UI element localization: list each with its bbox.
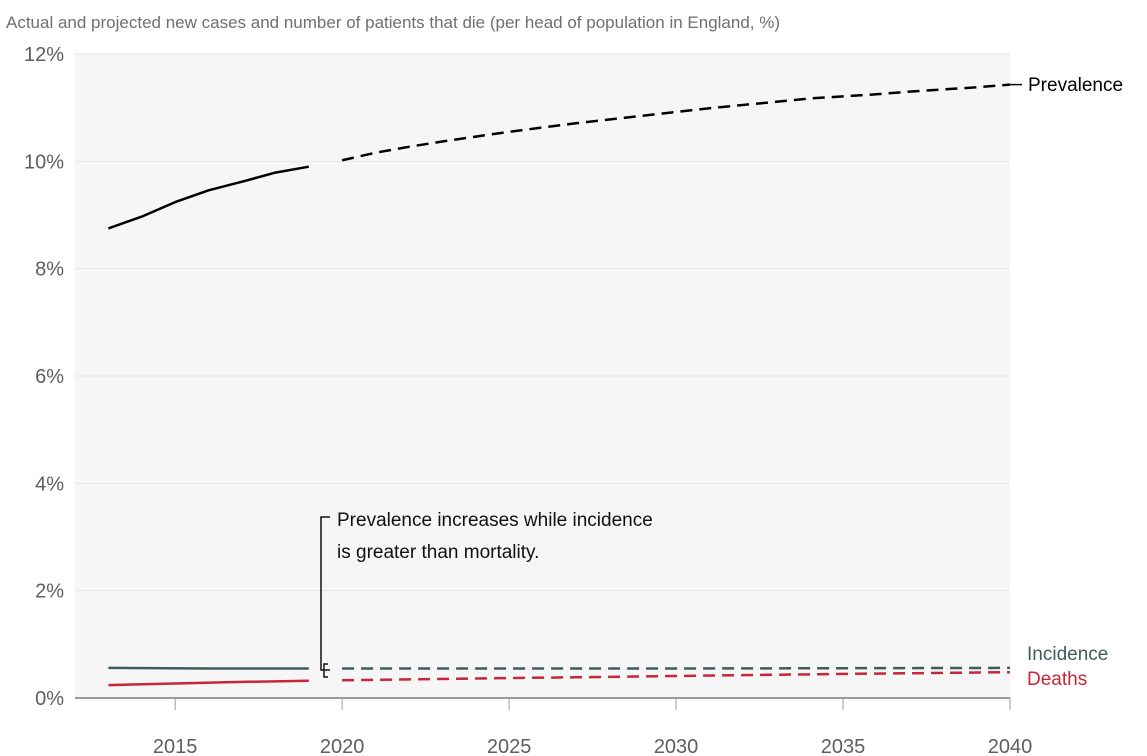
x-tick-label: 2020 (320, 736, 365, 756)
chart-title: Actual and projected new cases and numbe… (6, 13, 781, 32)
annotation-bracket (320, 516, 330, 678)
annotation-small-bracket (323, 663, 328, 678)
x-axis-ticks: 2015 2020 2025 2030 2035 2040 (153, 698, 1032, 756)
annotation-line-2: is greater than mortality. (337, 542, 539, 563)
series-label-incidence: Incidence (1027, 644, 1108, 665)
y-tick-label: 6% (35, 366, 64, 388)
annotation-leader-line (320, 516, 330, 671)
x-tick-label: 2015 (153, 736, 198, 756)
y-tick-label: 8% (35, 259, 64, 281)
series-incidence-projected (342, 666, 1011, 670)
x-tick-label: 2025 (487, 736, 532, 756)
x-tick-label: 2035 (821, 736, 866, 756)
y-tick-label: 0% (35, 688, 64, 710)
y-tick-label: 12% (24, 44, 64, 66)
y-tick-label: 2% (35, 581, 64, 603)
annotation-line-1: Prevalence increases while incidence (337, 510, 653, 531)
x-tick-label: 2040 (988, 736, 1033, 756)
series-deaths-projected (342, 670, 1011, 682)
y-tick-label: 4% (35, 473, 64, 495)
series-label-deaths: Deaths (1027, 669, 1087, 690)
series-deaths-actual (108, 679, 309, 687)
series-label-prevalence: Prevalence (1028, 75, 1123, 96)
series-lines (107, 83, 1022, 687)
series-prevalence-projected (341, 83, 1011, 162)
x-tick-label: 2030 (654, 736, 699, 756)
y-tick-label: 10% (24, 151, 64, 173)
grid-lines (75, 53, 1010, 592)
series-incidence-actual (108, 666, 309, 670)
y-axis-ticks: 0% 2% 4% 6% 8% 10% 12% (24, 44, 64, 710)
series-prevalence-actual (107, 165, 310, 230)
